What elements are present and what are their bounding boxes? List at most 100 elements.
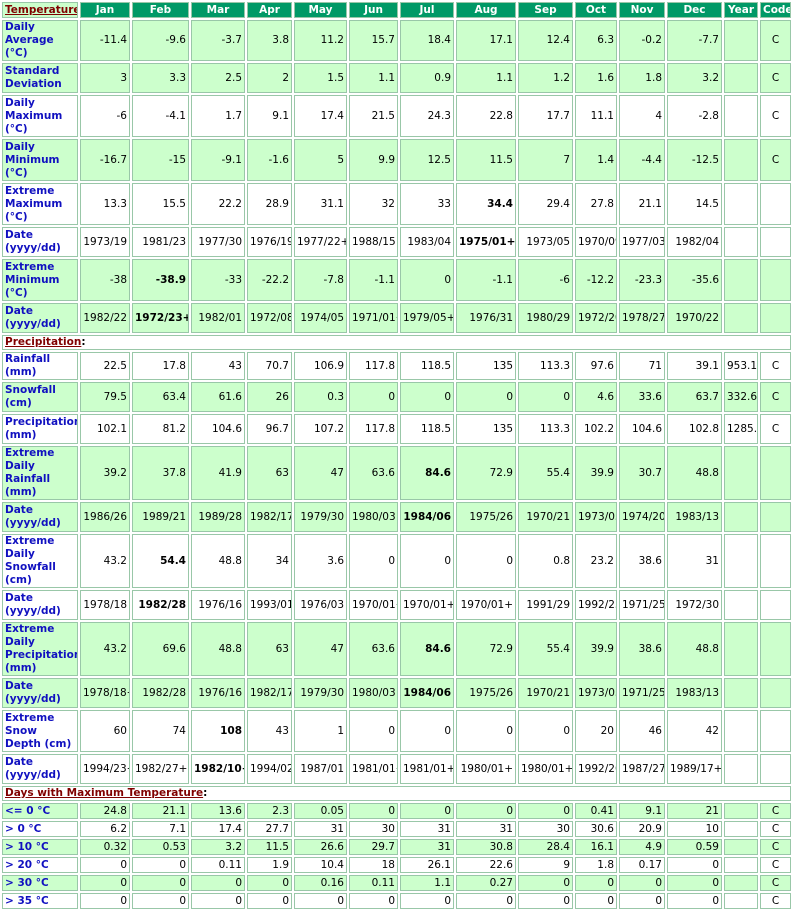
table-cell: 135: [456, 352, 516, 380]
table-cell: 3.6: [294, 534, 347, 588]
table-cell: [724, 857, 758, 873]
column-header-jul: Jul: [400, 2, 454, 18]
table-cell: 0: [191, 875, 245, 891]
table-cell: 0: [80, 857, 130, 873]
table-cell: -9.1: [191, 139, 245, 181]
table-cell: 0: [132, 875, 189, 891]
table-cell: [760, 259, 791, 301]
table-cell: 1973/03: [575, 678, 617, 708]
table-cell: 12.5: [400, 139, 454, 181]
row-label: Extreme Daily Snowfall (cm): [2, 534, 78, 588]
table-cell: 0: [518, 382, 573, 412]
row-label: Daily Maximum (°C): [2, 95, 78, 137]
table-row: Snowfall (cm) 79.5 63.4 61.6 26 0.3 0 0 0 0 4.6 33.…: [2, 382, 791, 412]
table-cell: 1994/23+: [80, 754, 130, 784]
table-cell: -1.1: [349, 259, 398, 301]
table-cell: 1982/10+: [191, 754, 245, 784]
table-cell: [724, 678, 758, 708]
table-cell: -16.7: [80, 139, 130, 181]
table-cell: 63.7: [667, 382, 722, 412]
table-cell: 2.5: [191, 63, 245, 93]
table-cell: [724, 502, 758, 532]
table-cell: 953.1: [724, 352, 758, 380]
table-cell: -3.7: [191, 20, 245, 61]
table-cell: 81.2: [132, 414, 189, 444]
table-row: Extreme Daily Snowfall (cm) 43.2 54.4 48.8 3…: [2, 534, 791, 588]
table-cell: 0: [247, 893, 292, 909]
table-cell: 1972/20: [575, 303, 617, 333]
table-cell: 11.5: [247, 839, 292, 855]
row-label: > 35 °C: [2, 893, 78, 909]
row-label: Standard Deviation: [2, 63, 78, 93]
table-row: Daily Minimum (°C) -16.7 -15 -9.1 -1.6 5 9.9 12…: [2, 139, 791, 181]
table-cell: 11.2: [294, 20, 347, 61]
table-cell: [724, 839, 758, 855]
table-cell: 31: [400, 839, 454, 855]
section-title-link[interactable]: Precipitation: [5, 336, 82, 348]
table-cell: [760, 534, 791, 588]
table-cell: 0: [191, 893, 245, 909]
table-cell: 74: [132, 710, 189, 752]
table-cell: [724, 303, 758, 333]
table-cell: 1971/25: [619, 590, 665, 620]
table-cell: 1981/01+: [349, 754, 398, 784]
table-cell: 39.9: [575, 622, 617, 676]
table-cell: 1976/16: [191, 590, 245, 620]
table-cell: 21.1: [619, 183, 665, 225]
table-cell: 1975/26: [456, 678, 516, 708]
table-cell: 9.1: [247, 95, 292, 137]
table-cell: -7.8: [294, 259, 347, 301]
table-cell: 55.4: [518, 446, 573, 500]
table-cell: 31: [667, 534, 722, 588]
table-cell: 0.3: [294, 382, 347, 412]
table-cell: 10.4: [294, 857, 347, 873]
table-cell: 48.8: [191, 622, 245, 676]
table-cell: 0: [456, 382, 516, 412]
row-label: Date (yyyy/dd): [2, 678, 78, 708]
table-cell: 48.8: [191, 534, 245, 588]
table-cell: [760, 446, 791, 500]
table-cell: 60: [80, 710, 130, 752]
table-cell: 1.8: [619, 63, 665, 93]
table-cell: 1982/22: [80, 303, 130, 333]
table-cell: C: [760, 839, 791, 855]
table-cell: 1.1: [349, 63, 398, 93]
table-cell: 1.9: [247, 857, 292, 873]
column-header-jun: Jun: [349, 2, 398, 18]
table-cell: 11.5: [456, 139, 516, 181]
table-cell: [760, 183, 791, 225]
table-cell: 135: [456, 414, 516, 444]
table-cell: 28.9: [247, 183, 292, 225]
table-cell: 17.7: [518, 95, 573, 137]
table-cell: 1987/01: [294, 754, 347, 784]
table-cell: [724, 139, 758, 181]
table-cell: [724, 183, 758, 225]
table-cell: 1988/15: [349, 227, 398, 257]
table-cell: [724, 590, 758, 620]
table-cell: -33: [191, 259, 245, 301]
column-header-jan: Jan: [80, 2, 130, 18]
table-cell: 21.5: [349, 95, 398, 137]
table-cell: 1984/06: [400, 502, 454, 532]
table-cell: [760, 710, 791, 752]
table-cell: 1970/09: [575, 227, 617, 257]
table-cell: 7: [518, 139, 573, 181]
table-cell: 118.5: [400, 352, 454, 380]
table-cell: 43.2: [80, 622, 130, 676]
table-cell: 0: [667, 875, 722, 891]
table-cell: -15: [132, 139, 189, 181]
section-header-row: Precipitation:: [2, 335, 791, 350]
table-cell: 0: [619, 875, 665, 891]
table-cell: 104.6: [619, 414, 665, 444]
column-header-may: May: [294, 2, 347, 18]
table-cell: 1977/30: [191, 227, 245, 257]
section-title-link[interactable]: Days with Maximum Temperature: [5, 787, 204, 799]
table-cell: 31: [456, 821, 516, 837]
table-cell: 1978/27: [619, 303, 665, 333]
table-cell: 3.3: [132, 63, 189, 93]
temperature-section-link[interactable]: Temperature: [5, 3, 77, 16]
table-cell: 79.5: [80, 382, 130, 412]
table-cell: 17.8: [132, 352, 189, 380]
table-cell: 39.9: [575, 446, 617, 500]
